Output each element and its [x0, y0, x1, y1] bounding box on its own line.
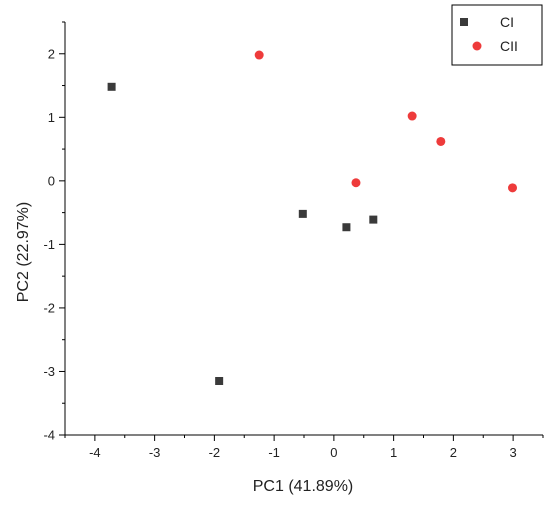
point-ci	[342, 223, 351, 232]
point-ci	[215, 376, 224, 385]
x-tick-label: -1	[268, 445, 280, 460]
x-tick-label: -2	[209, 445, 221, 460]
ticks: -4 -3 -2 -1 0 1 2 3 -4 -3 -2 -1 0 1 2	[43, 21, 544, 460]
data-points	[107, 50, 518, 385]
point-cii	[436, 136, 446, 146]
point-cii	[407, 111, 417, 121]
y-tick-label: -1	[43, 237, 55, 252]
y-tick-label: 0	[48, 173, 55, 188]
point-ci	[107, 82, 116, 91]
x-tick-label: 0	[330, 445, 337, 460]
point-cii	[508, 183, 518, 193]
point-ci	[298, 209, 307, 218]
y-axis-title: PC2 (22.97%)	[15, 202, 32, 303]
x-tick-label: 2	[450, 445, 457, 460]
point-ci	[369, 215, 378, 224]
y-tick-label: -4	[43, 428, 55, 443]
legend-label-ci: CI	[500, 14, 514, 30]
legend: CI CII	[451, 4, 543, 66]
point-cii	[254, 50, 264, 60]
x-tick-label: 1	[390, 445, 397, 460]
x-tick-label: -4	[89, 445, 101, 460]
y-tick-label: 1	[48, 110, 55, 125]
legend-box	[451, 4, 543, 66]
y-tick-label: -2	[43, 300, 55, 315]
axes	[64, 22, 543, 436]
y-tick-label: -3	[43, 364, 55, 379]
x-tick-label: -3	[149, 445, 161, 460]
x-axis-title: PC1 (41.89%)	[253, 478, 354, 495]
legend-marker-ci	[460, 18, 468, 26]
legend-label-cii: CII	[500, 38, 518, 54]
legend-marker-cii	[472, 41, 482, 51]
y-tick-label: 2	[48, 46, 55, 61]
x-tick-label: 3	[510, 445, 517, 460]
point-cii	[351, 178, 361, 188]
